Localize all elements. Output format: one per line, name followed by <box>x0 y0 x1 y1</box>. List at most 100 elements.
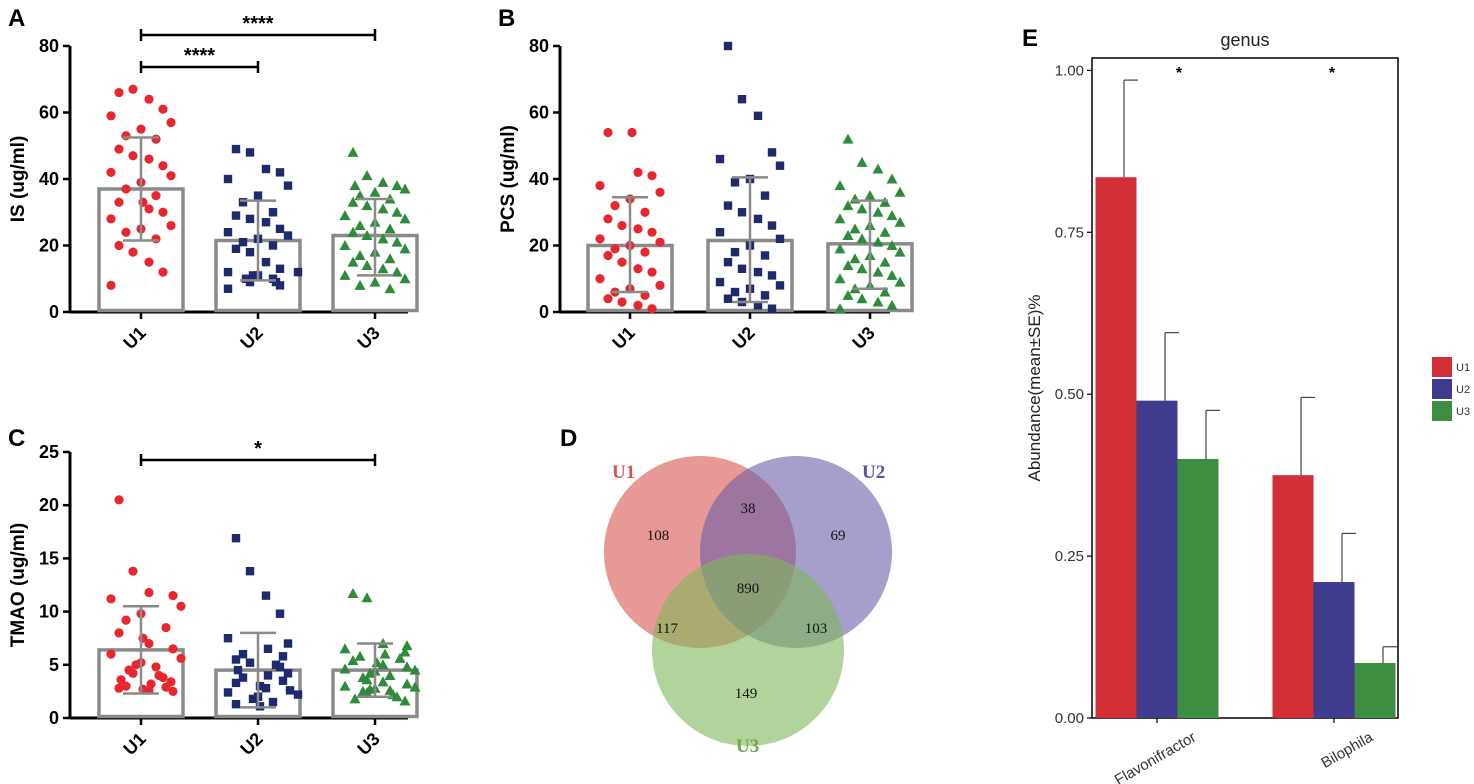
venn-count-u1-u2-u3: 890 <box>737 581 760 597</box>
panel-a-point-u2 <box>231 211 241 220</box>
panel-c-y-tick-label: 10 <box>39 602 59 622</box>
panel-c-point-u2 <box>263 671 273 680</box>
panel-a-point-u2 <box>231 244 241 254</box>
panel-c-point-u3 <box>339 663 351 674</box>
panel-e-y-label: Abundance(mean±SE)% <box>1025 295 1044 482</box>
panel-a-point-u3 <box>399 243 411 254</box>
panel-b-y-label: PCS (ug/ml) <box>498 125 519 233</box>
panel-a-point-u1 <box>121 227 131 237</box>
panel-a-point-u1 <box>144 154 154 164</box>
panel-a-point-u1 <box>166 171 176 181</box>
panel-a-point-u1 <box>144 94 154 104</box>
panel-b-point-u1 <box>617 257 627 267</box>
panel-c-point-u2 <box>233 665 243 675</box>
panel-c-point-u1 <box>114 683 124 693</box>
panel-b-point-u3 <box>849 223 861 234</box>
panel-c-point-u1 <box>144 638 154 649</box>
panel-a-point-u3 <box>391 206 403 217</box>
panel-a: A 0 20 40 60 80 IS (ug/ml) U1 U2 U3 **** **** <box>8 5 419 353</box>
panel-a-point-u1 <box>158 267 168 277</box>
panel-b-point-u1 <box>655 237 665 247</box>
panel-c-point-u2 <box>223 634 233 643</box>
panel-b-point-u3 <box>849 253 861 264</box>
panel-c-point-u2 <box>248 694 258 704</box>
panel-c-point-u1 <box>161 622 171 633</box>
panel-a-point-u1 <box>106 167 116 177</box>
panel-b-point-u2 <box>715 277 725 287</box>
panel-b-point-u2 <box>767 304 777 313</box>
panel-b-point-u3 <box>842 289 854 300</box>
panel-e-y-tick-label: 0.75 <box>1055 224 1084 241</box>
panel-c-point-u2 <box>231 655 241 664</box>
panel-b-point-u2 <box>715 154 725 164</box>
panel-b-point-u1 <box>603 127 613 138</box>
panel-b-point-u3 <box>856 233 868 244</box>
venn-count-u2-u3: 103 <box>805 621 828 637</box>
panel-c-point-u2 <box>245 658 255 667</box>
panel-c-point-u2 <box>238 649 248 659</box>
panel-c-x-tick-label: U2 <box>236 729 266 759</box>
panel-b-point-u2 <box>767 271 777 280</box>
panel-a-point-u1 <box>114 87 124 98</box>
panel-a-point-u3 <box>384 253 396 264</box>
panel-a-point-u2 <box>238 198 248 207</box>
panel-c-point-u3 <box>391 691 403 702</box>
panel-b-point-u2 <box>737 208 747 217</box>
panel-e-legend-swatch-u3 <box>1432 401 1452 421</box>
panel-a-sig-label: **** <box>242 13 273 35</box>
panel-c-point-u1 <box>168 686 178 697</box>
panel-a-point-u2 <box>245 277 255 287</box>
panel-a-point-u3 <box>399 183 411 194</box>
panel-a-y-label: IS (ug/ml) <box>8 136 29 223</box>
panel-b-point-u3 <box>856 263 868 274</box>
panel-b-point-u3 <box>894 186 906 197</box>
panel-a-point-u2 <box>261 257 271 267</box>
panel-b-point-u1 <box>647 304 657 314</box>
venn-count-u1-u2: 38 <box>741 501 756 517</box>
panel-a-point-u2 <box>261 164 271 174</box>
panel-a-point-u1 <box>151 191 161 201</box>
panel-a-point-u1 <box>106 214 116 224</box>
panel-c-point-u2 <box>231 533 241 543</box>
panel-a-point-u3 <box>361 200 373 211</box>
panel-a-x-tick-label: U1 <box>119 323 149 353</box>
panel-a-point-u2 <box>275 264 285 273</box>
panel-b-point-u2 <box>767 221 777 230</box>
panel-c-sig-label: * <box>254 438 262 460</box>
panel-b-point-u1 <box>603 214 613 224</box>
panel-a-point-u3 <box>361 259 373 270</box>
panel-b-point-u2 <box>775 234 785 244</box>
panel-a-point-u3 <box>347 196 359 207</box>
panel-a-point-u2 <box>223 174 233 184</box>
panel-c-point-u3 <box>379 648 391 659</box>
panel-e-x-tick-label: Bilophila <box>1318 728 1376 771</box>
panel-c-point-u1 <box>106 649 116 659</box>
panel-a-point-u1 <box>151 134 161 144</box>
panel-b-point-u3 <box>872 266 884 277</box>
panel-e-bar-u1 <box>1272 475 1314 718</box>
panel-c-point-u2 <box>238 673 248 682</box>
panel-c-point-u2 <box>268 697 278 707</box>
panel-b-point-u2 <box>753 301 763 310</box>
panel-a-point-u2 <box>245 148 255 157</box>
panel-b-point-u1 <box>627 127 637 138</box>
panel-a-point-u2 <box>245 214 255 224</box>
panel-b-y-tick-label: 60 <box>529 103 549 123</box>
panel-a-point-u2 <box>283 181 293 190</box>
panel-b-point-u3 <box>879 226 891 237</box>
panel-e-legend-label-u2: U2 <box>1456 384 1470 396</box>
panel-b-point-u1 <box>595 274 605 284</box>
panel-c-point-u2 <box>231 678 241 688</box>
panel-b-point-u2 <box>723 294 733 303</box>
panel-c-point-u3 <box>384 669 396 680</box>
panel-a-point-u3 <box>354 249 366 260</box>
panel-b-point-u1 <box>647 227 657 237</box>
panel-a-point-u2 <box>245 247 255 257</box>
panel-a-point-u2 <box>223 228 233 237</box>
panel-b-point-u1 <box>610 201 620 211</box>
panel-a-x-tick-label: U3 <box>353 323 383 353</box>
panel-c-point-u1 <box>151 662 161 672</box>
panel-a-point-u3 <box>384 283 396 294</box>
panel-c-point-u2 <box>223 688 233 697</box>
